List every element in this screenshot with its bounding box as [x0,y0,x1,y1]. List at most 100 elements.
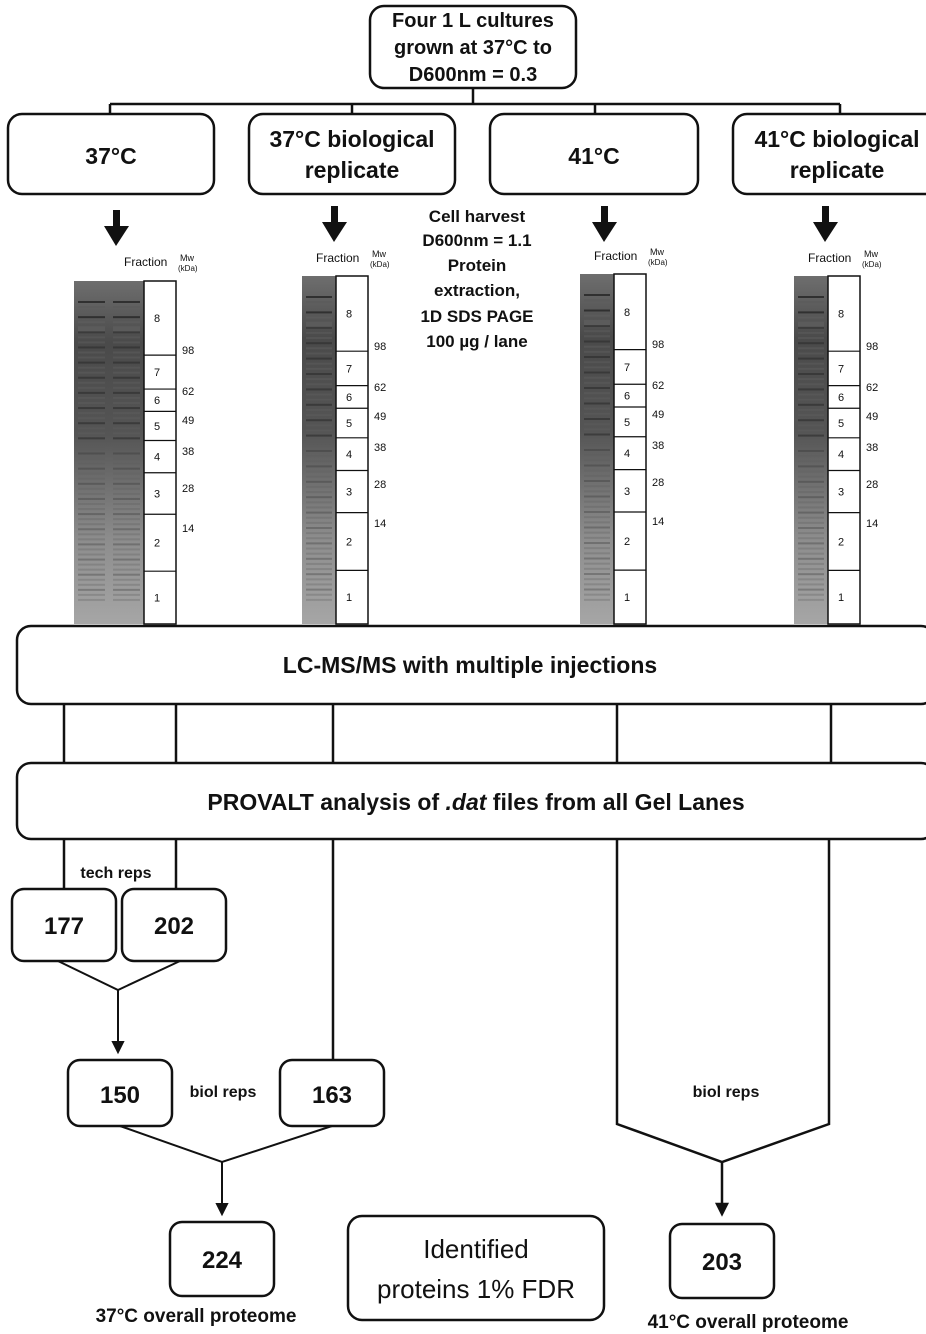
gel-band [113,477,140,480]
gel-band [306,496,332,499]
gel-band [113,331,140,334]
gel-panel: 8 7 6 5 4 3 2 1 Fraction Mw(kDa) 98 62 49 38 28 14 [74,253,198,625]
gel-band [584,433,610,436]
gel-band [798,547,824,550]
mw-marker: 49 [182,415,194,427]
fraction-number: 7 [154,367,160,379]
identified-proteins-box: Identified proteins 1% FDR [346,1214,606,1322]
tech-rep-box-2: 202 [120,887,228,963]
gel-lane [302,276,336,624]
fraction-header: Fraction [124,255,167,269]
gel-band [584,443,610,446]
condition-label-2: replicate [790,157,885,183]
gel-band [306,357,332,360]
biol-reps-label: biol reps [190,1084,257,1101]
gel-band [113,528,140,531]
gel-band [78,538,105,541]
gel-band [306,388,332,391]
fraction-number: 3 [838,487,844,499]
fraction-number: 2 [838,537,844,549]
gel-band [306,367,332,370]
gel-band [113,381,140,384]
fraction-number: 6 [838,392,844,404]
lcms-label: LC-MS/MS with multiple injections [283,652,657,678]
gel-band [798,393,824,396]
tech-rep-count: 202 [154,913,194,940]
biol-reps-label-41c: biol reps [693,1084,760,1101]
gel-band [584,521,610,524]
gel-band [798,521,824,524]
fraction-number: 6 [154,395,160,407]
gel-band [78,528,105,531]
gel-band [78,548,105,551]
gel-band [584,392,610,395]
gel-band [584,412,610,415]
gel-band [798,542,824,545]
gel-band [584,423,610,426]
gel-band [584,516,610,519]
gel-band [113,553,140,556]
fraction-number: 3 [346,487,352,499]
gel-band [798,573,824,576]
fraction-number: 5 [624,417,630,429]
gel-band [78,386,105,389]
gel-band [306,393,332,396]
gel-band [798,378,824,381]
fraction-column [827,275,861,625]
gel-band [78,391,105,394]
gel-band [798,568,824,571]
harvest-line: D600nm = 1.1 [422,231,531,250]
lcms-box: LC-MS/MS with multiple injections [15,624,926,706]
mw-marker: 14 [866,518,878,530]
gel-band [798,527,824,529]
gel-band [113,598,140,601]
condition-label: 37°C [85,143,136,169]
mw-marker: 14 [374,518,386,530]
gel-band [78,361,105,364]
mw-unit: (kDa) [648,258,668,267]
gel-band [798,362,824,365]
mw-header: Mw [372,249,386,259]
gel-band [78,472,105,475]
gel-band [78,568,105,571]
gel-band [78,356,105,359]
gel-band [798,532,824,535]
condition-label-2: replicate [305,157,400,183]
top-culture-box: Four 1 L cultures grown at 37°C to D600n… [368,4,578,90]
gel-band [78,482,105,485]
gel-band [306,527,332,529]
gel-band [113,351,140,354]
gel-band [113,593,140,596]
gel-band [113,508,140,511]
gel-band [306,532,332,535]
tech-reps-label: tech reps [80,865,151,882]
overall-box-37c: 224 [168,1220,276,1298]
gel-band [78,321,105,324]
gel-band [306,598,332,601]
gel-band [798,501,824,504]
gel-band [113,361,140,364]
gel-band [584,356,610,358]
gel-band [798,552,824,555]
gel-band [306,429,332,432]
gel-band [78,457,105,460]
gel-band [78,437,105,440]
gel-band [584,464,610,467]
gel-band [798,296,824,298]
gel-band [78,316,105,319]
fraction-number: 5 [154,421,160,433]
gel-band [78,417,105,420]
mw-marker: 98 [652,339,664,351]
gel-band [78,427,105,430]
gel-band [306,326,332,329]
gel-band [798,347,824,350]
down-arrow-icon [592,206,617,242]
gel-band [798,475,824,478]
gel-band [78,351,105,354]
fraction-number: 6 [624,391,630,403]
mw-marker: 98 [374,341,386,353]
gel-band [113,462,140,465]
mw-header: Mw [864,249,878,259]
gel-band [798,398,824,401]
